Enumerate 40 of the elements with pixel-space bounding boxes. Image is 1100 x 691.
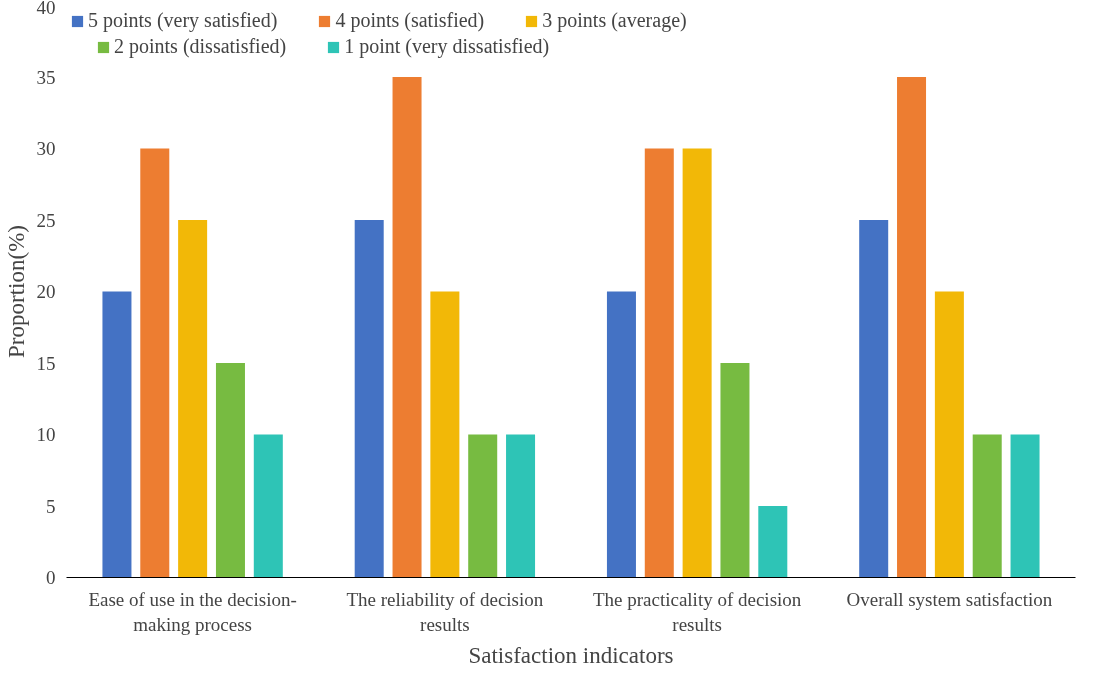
- bar: [102, 291, 132, 578]
- bar: [506, 434, 536, 578]
- bar: [897, 77, 927, 578]
- bar: [682, 148, 712, 578]
- bar: [972, 434, 1002, 578]
- bar: [934, 291, 964, 578]
- bar: [468, 434, 498, 578]
- bar: [140, 148, 170, 578]
- bar: [859, 220, 889, 578]
- y-tick-label: 15: [36, 352, 56, 374]
- legend-label: 3 points (average): [542, 9, 687, 32]
- x-tick-label: The practicality of decision results: [592, 588, 802, 635]
- bar: [354, 220, 384, 578]
- bar: [253, 434, 283, 578]
- x-tick-label: Overall system satisfaction: [846, 588, 1053, 610]
- bar: [758, 506, 788, 578]
- bar: [430, 291, 460, 578]
- x-tick-label: Ease of use in the decision-making process: [88, 588, 297, 635]
- bar: [644, 148, 674, 578]
- x-axis-title: Satisfaction indicators: [468, 642, 674, 668]
- y-axis-title: Proportion(%): [3, 225, 29, 358]
- legend-label: 4 points (satisfied): [335, 9, 485, 32]
- y-tick-label: 35: [36, 66, 56, 88]
- bar: [215, 363, 245, 578]
- y-tick-label: 20: [36, 281, 56, 302]
- bar: [606, 291, 636, 578]
- legend-label: 2 points (dissatisfied): [114, 35, 287, 58]
- bar: [720, 363, 750, 578]
- y-tick-label: 40: [36, 0, 56, 18]
- bar: [1010, 434, 1040, 578]
- y-tick-label: 5: [46, 495, 56, 517]
- y-tick-label: 0: [46, 567, 56, 588]
- legend-label: 5 points (very satisfied): [88, 9, 278, 32]
- y-tick-label: 10: [36, 424, 56, 445]
- bar: [178, 220, 208, 578]
- y-tick-label: 30: [36, 138, 56, 159]
- x-tick-label: The reliability of decision results: [346, 588, 544, 635]
- y-tick-label: 25: [36, 209, 56, 231]
- bar: [392, 77, 422, 578]
- legend-label: 1 point (very dissatisfied): [344, 35, 550, 58]
